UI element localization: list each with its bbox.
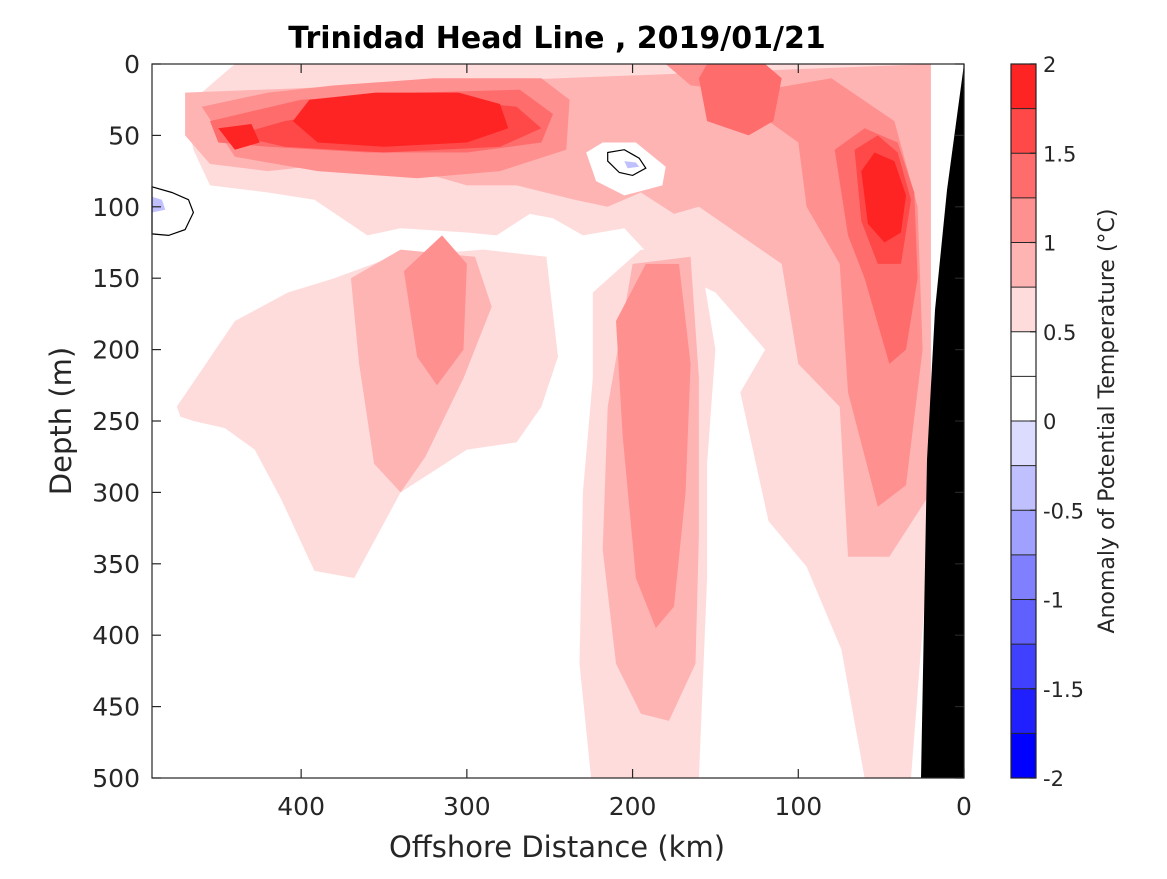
- contour-lines: [151, 149, 647, 237]
- colorbar-tick-label: -1.5: [1043, 678, 1084, 702]
- region-050: [185, 64, 931, 778]
- colorbar-swatch: [1011, 688, 1036, 734]
- colorbar-tick-label: 1: [1043, 232, 1056, 256]
- y-tick-label: 450: [92, 693, 140, 722]
- region-175-b: [218, 124, 260, 150]
- colorbar-swatch: [1011, 64, 1036, 109]
- y-tick-label: 500: [92, 764, 140, 793]
- region-zero-west: [152, 178, 210, 250]
- plot-area: [151, 63, 965, 779]
- region-cool-west: [152, 196, 166, 213]
- colorbar-tick-label: 2: [1043, 53, 1056, 77]
- colorbar-swatch: [1011, 197, 1036, 243]
- y-axis-ticks: 0 50 100 150 200 250 300 350 400 450 500: [92, 50, 964, 793]
- x-tick-label: 300: [443, 792, 491, 821]
- chart-title: Trinidad Head Line , 2019/01/21: [288, 21, 825, 56]
- colorbar-swatch: [1011, 242, 1036, 288]
- colorbar-tick-label: 1.5: [1043, 142, 1076, 166]
- x-tick-label: 0: [956, 792, 972, 821]
- x-tick-label: 400: [277, 792, 325, 821]
- region-cool-mid: [624, 161, 640, 169]
- colorbar-swatch: [1011, 599, 1036, 645]
- region-zero-deep-east: [745, 663, 819, 778]
- y-tick-label: 150: [92, 264, 140, 293]
- colorbar: 2 1.5 1 0.5 0 -0.5 -1 -1.5 -2: [1010, 53, 1084, 791]
- colorbar-swatch: [1011, 644, 1036, 689]
- colorbar-label: Anomaly of Potential Temperature (°C): [1095, 209, 1120, 634]
- x-tick-label: 200: [609, 792, 657, 821]
- y-tick-label: 100: [92, 193, 140, 222]
- colorbar-swatch: [1011, 108, 1036, 154]
- colorbar-swatch: [1011, 554, 1036, 600]
- region-zero-deep-west: [152, 321, 282, 778]
- colorbar-tick-label: -2: [1043, 767, 1064, 791]
- region-075: [185, 64, 931, 557]
- colorbar-swatch: [1011, 465, 1036, 511]
- colorbar-swatch: [1011, 376, 1036, 421]
- region-175-near: [861, 152, 906, 243]
- y-tick-label: 300: [92, 478, 140, 507]
- colorbar-swatch: [1011, 421, 1036, 466]
- y-tick-label: 350: [92, 550, 140, 579]
- x-axis-label: Offshore Distance (km): [389, 830, 725, 864]
- colorbar-swatch: [1011, 287, 1036, 332]
- colorbar-swatch: [1011, 153, 1036, 198]
- colorbar-tick-label: -0.5: [1043, 499, 1084, 523]
- region-175-a: [292, 92, 509, 147]
- bathymetry-mask: [921, 64, 964, 778]
- colorbar-tick-label: -1: [1043, 589, 1064, 613]
- x-tick-label: 100: [774, 792, 822, 821]
- colorbar-swatch: [1011, 510, 1036, 555]
- colorbar-tick-label: 0.5: [1043, 321, 1076, 345]
- y-tick-label: 50: [108, 121, 140, 150]
- colorbar-tick-label: 0: [1043, 410, 1056, 434]
- colorbar-swatch: [1011, 331, 1036, 377]
- contour-line-west: [151, 186, 195, 237]
- y-tick-label: 200: [92, 336, 140, 365]
- region-125-b: [698, 64, 782, 136]
- region-zero-mid: [586, 142, 666, 196]
- y-tick-label: 400: [92, 621, 140, 650]
- contour-line-mid: [607, 149, 647, 177]
- region-100-tongue: [616, 263, 691, 629]
- y-axis-label: Depth (m): [44, 347, 78, 495]
- region-zero-deep-mid: [466, 606, 550, 778]
- y-tick-label: 0: [124, 50, 140, 79]
- colorbar-swatch: [1011, 733, 1036, 778]
- contour-fill-layers: [152, 64, 931, 779]
- region-100-mid: [403, 235, 467, 386]
- x-axis-ticks: 400 300 200 100 0: [277, 64, 972, 821]
- y-tick-label: 250: [92, 407, 140, 436]
